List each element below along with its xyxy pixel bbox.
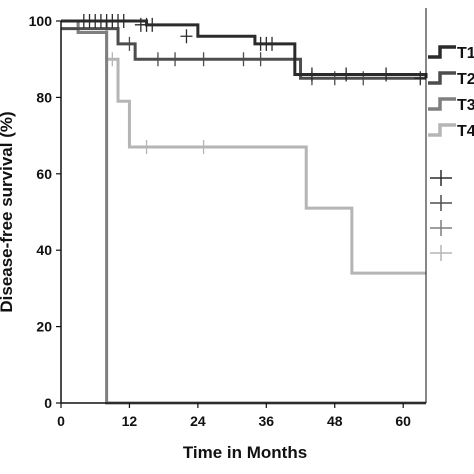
x-tick-label: 12 [122,413,138,429]
y-tick-label: 60 [36,166,52,182]
x-tick-label: 0 [57,413,65,429]
x-tick-label: 36 [259,413,275,429]
x-axis-title: Time in Months [183,443,307,462]
censor-mark [254,52,267,67]
censor-mark [197,140,210,155]
censor-mark [151,52,164,67]
censor-mark [197,52,210,67]
legend-censor-t3 [430,220,452,236]
censor-mark [180,29,193,44]
legend-censor-t1 [430,170,452,186]
legend: T1 T2 T3 T4 [428,45,474,261]
censor-mark [146,17,159,32]
x-tick-label: 48 [327,413,343,429]
censor-mark [266,36,279,51]
legend-censor-t4 [430,245,452,261]
axes: 0 12 24 36 48 60 0 20 40 60 80 100 [29,8,427,429]
legend-label-t1: T1 [457,45,474,62]
censor-mark [237,52,250,67]
censor-mark [414,71,427,86]
censor-mark [140,140,153,155]
legend-line-t2 [428,71,456,85]
y-tick-label: 0 [44,395,52,411]
legend-line-t4 [428,123,456,137]
censor-mark [106,52,119,67]
censor-mark [380,67,393,82]
plot-area [61,14,428,405]
x-tick-label: 24 [190,413,206,429]
censor-mark [117,14,130,28]
y-tick-label: 20 [36,319,52,335]
y-tick-label: 80 [36,89,52,105]
legend-line-t1 [428,45,456,59]
censor-mark [305,67,318,82]
legend-censor-t2 [430,195,452,211]
y-tick-label: 40 [36,242,52,258]
legend-label-t2: T2 [457,71,474,88]
legend-line-t3 [428,97,456,111]
censor-mark [123,36,136,51]
y-axis-title: Disease-free survival (%) [0,111,16,312]
y-tick-label: 100 [29,13,53,29]
legend-label-t4: T4 [457,123,474,140]
x-tick-label: 60 [395,413,411,429]
censor-mark [340,67,353,82]
legend-label-t3: T3 [457,97,474,114]
censor-mark [169,52,182,67]
